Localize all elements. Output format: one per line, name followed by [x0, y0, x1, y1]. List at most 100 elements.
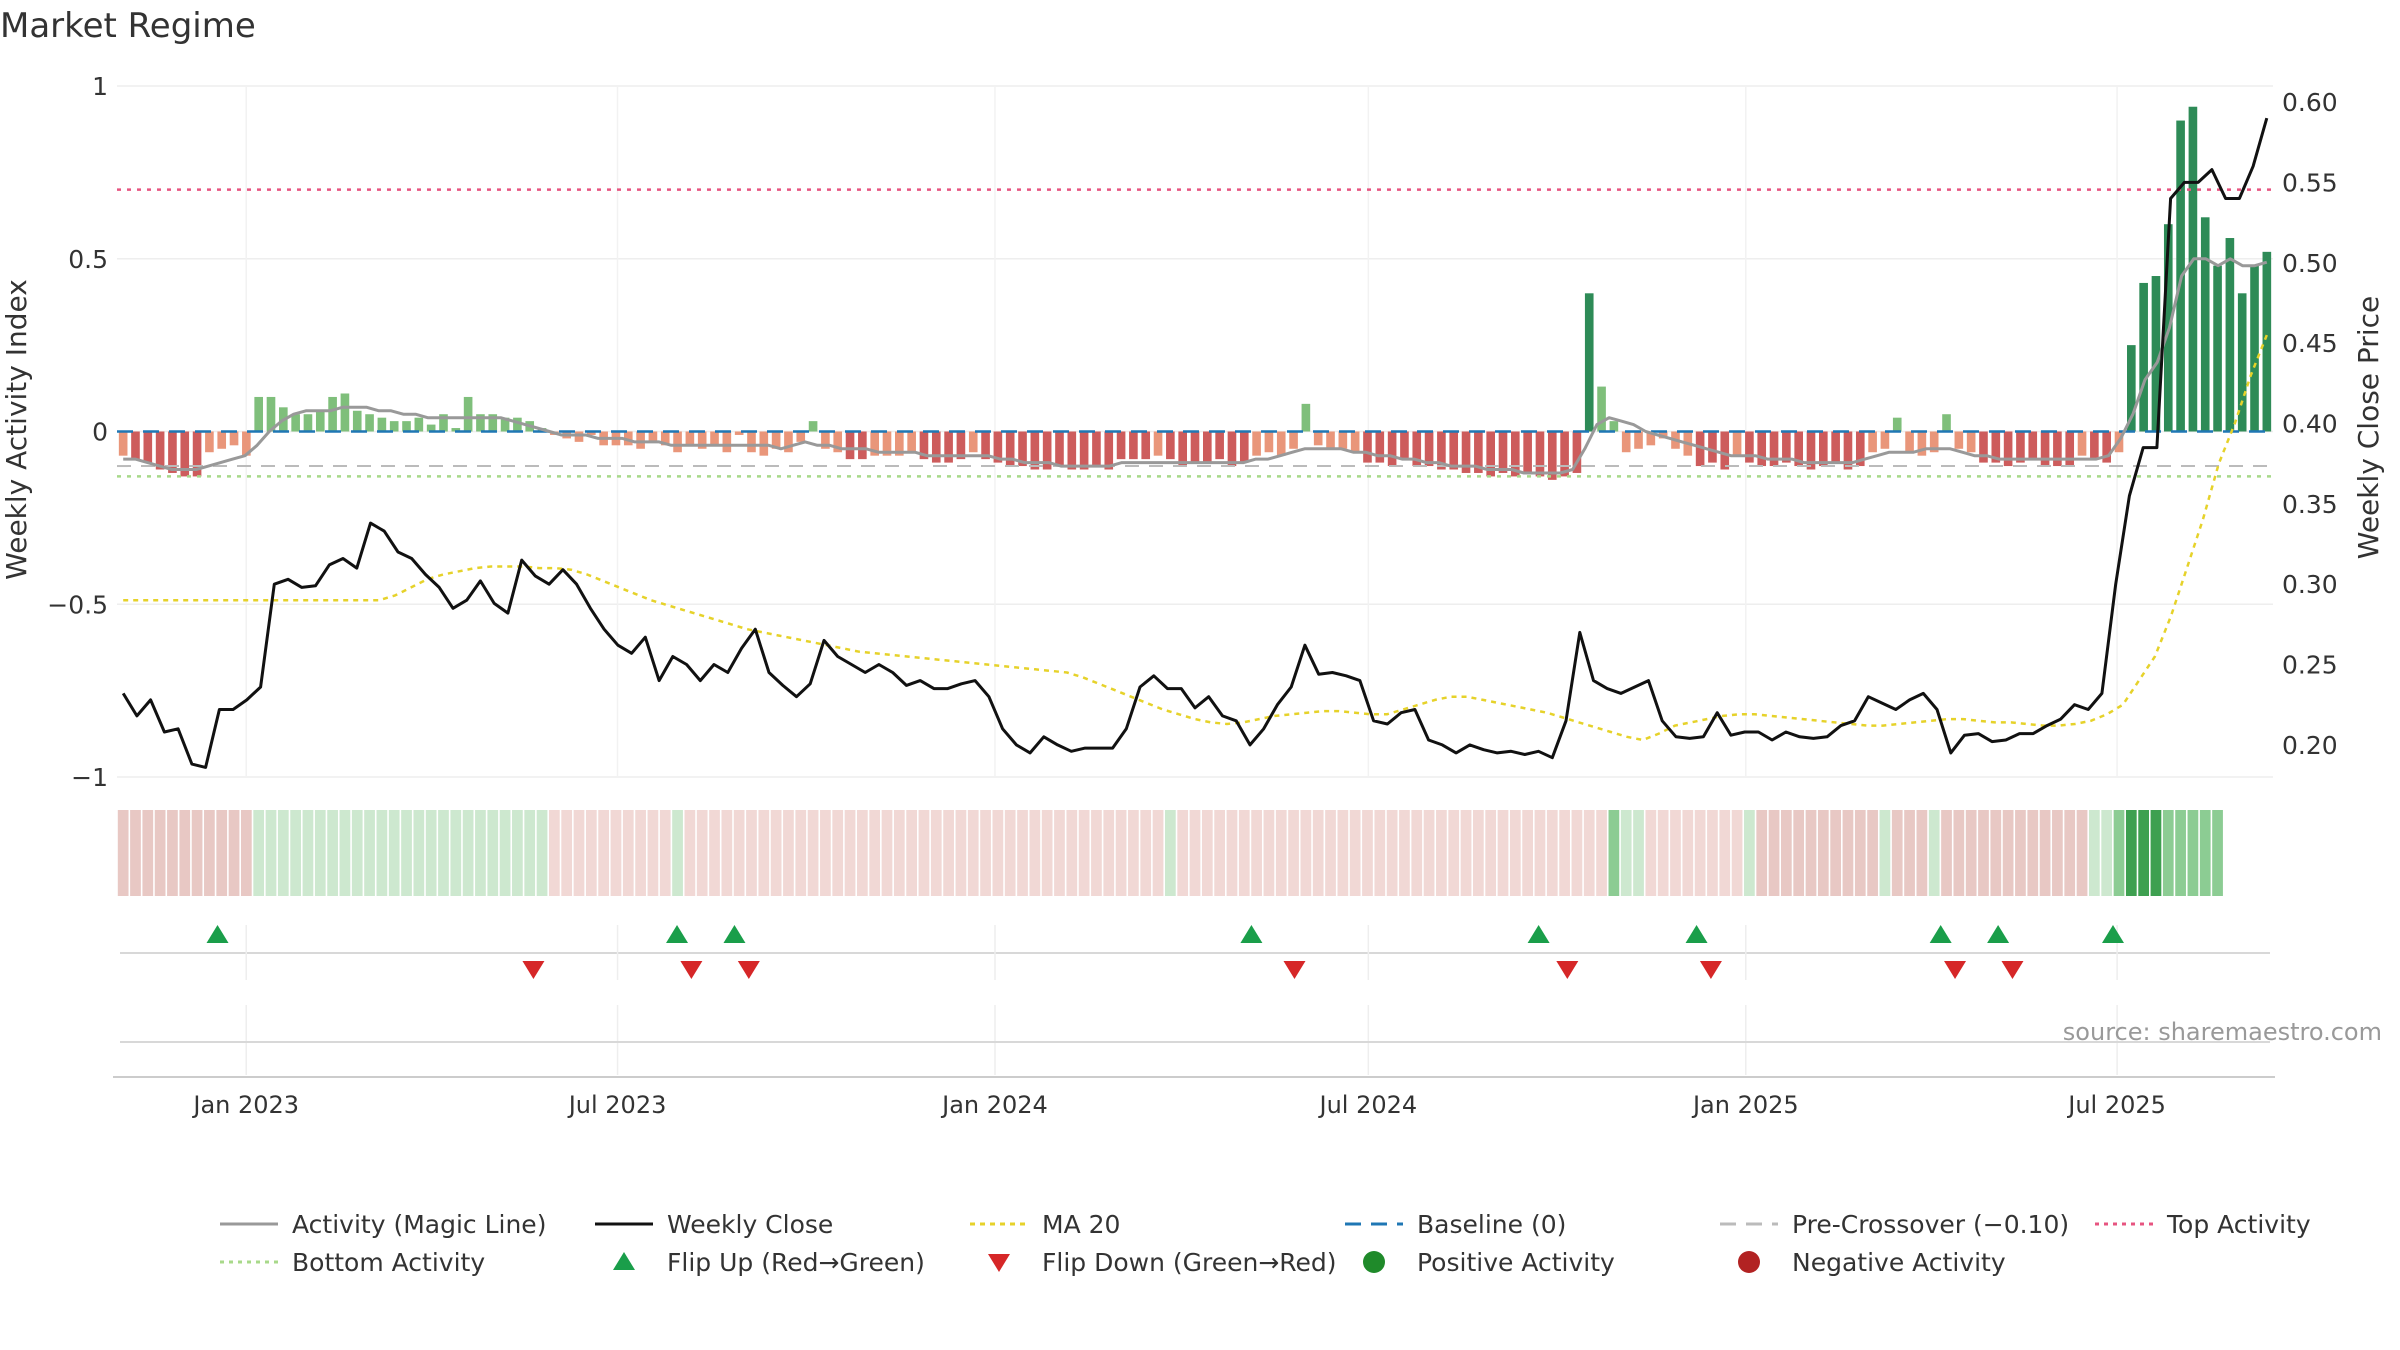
regime-cell [512, 810, 523, 896]
activity-bar [414, 417, 424, 432]
regime-cell [1214, 810, 1225, 896]
regime-cell [462, 810, 474, 896]
regime-cell [1633, 810, 1644, 896]
activity-bar [1880, 431, 1890, 449]
regime-cell [1460, 810, 1472, 896]
regime-cell [709, 810, 720, 896]
y-axis-left-label: Weekly Activity Index [0, 279, 33, 580]
regime-cell [598, 810, 609, 896]
activity-bar [2016, 431, 2025, 463]
legend-item: Flip Up (Red→Green) [613, 1248, 925, 1277]
activity-bar [451, 428, 461, 432]
activity-bar [1486, 431, 1495, 477]
y-right-tick-label: 0.50 [2282, 249, 2338, 278]
activity-bar [1227, 431, 1237, 467]
y-left-tick-label: −0.5 [47, 590, 108, 619]
regime-cell [401, 810, 412, 896]
y-right-tick-label: 0.20 [2282, 731, 2338, 760]
regime-cell [1374, 810, 1386, 896]
activity-bar [1868, 431, 1877, 453]
activity-bar [1363, 431, 1372, 463]
regime-cell [1238, 810, 1250, 896]
activity-bar [1905, 431, 1914, 453]
activity-bar [1215, 431, 1224, 460]
activity-bar [402, 421, 411, 432]
activity-bar [1929, 431, 1939, 453]
y-right-tick-label: 0.45 [2282, 329, 2338, 358]
activity-bar [1720, 431, 1730, 470]
regime-cell [1990, 810, 2002, 896]
activity-bar [1449, 431, 1459, 470]
activity-bar [944, 431, 953, 463]
regime-cell [1941, 810, 1952, 896]
activity-bar [1289, 431, 1298, 449]
regime-cell [2052, 810, 2063, 896]
regime-cell [487, 810, 499, 896]
legend-item: Flip Down (Green→Red) [988, 1248, 1337, 1277]
activity-bar [1745, 431, 1754, 463]
activity-bar [1917, 431, 1927, 456]
legend-label: Top Activity [2166, 1210, 2311, 1239]
regime-cell [659, 810, 671, 896]
legend-item: Positive Activity [1363, 1248, 1615, 1277]
regime-cell [1497, 810, 1509, 896]
activity-bar [1732, 431, 1742, 456]
activity-bar [242, 431, 251, 456]
regime-cell [1854, 810, 1866, 896]
y-right-tick-label: 0.60 [2282, 88, 2338, 117]
regime-cell [1436, 810, 1447, 896]
regime-cell [2138, 810, 2149, 896]
activity-bar [1018, 431, 1027, 467]
regime-cell [2113, 810, 2125, 896]
regime-cell [1805, 810, 1817, 896]
legend-swatch [988, 1254, 1010, 1272]
activity-bar [1782, 431, 1791, 463]
regime-cell [1325, 810, 1336, 896]
activity-bar [1609, 421, 1619, 432]
activity-bar [1855, 431, 1865, 467]
activity-bar [1338, 431, 1348, 449]
activity-bar [882, 431, 892, 456]
regime-cell [524, 810, 536, 896]
activity-bar [1523, 431, 1532, 473]
regime-cell [290, 810, 301, 896]
regime-cell [1534, 810, 1546, 896]
regime-cell [376, 810, 388, 896]
activity-bar [180, 431, 190, 477]
legend-label: Positive Activity [1417, 1248, 1615, 1277]
activity-bar [1005, 431, 1015, 467]
activity-bar [488, 414, 498, 432]
activity-bar [845, 431, 855, 460]
regime-cell [1275, 810, 1287, 896]
regime-cell [696, 810, 708, 896]
regime-cell [2162, 810, 2174, 896]
regime-cell [1201, 810, 1213, 896]
activity-bar [2200, 217, 2210, 432]
regime-cell [721, 810, 733, 896]
regime-cell [154, 810, 166, 896]
regime-cell [1645, 810, 1657, 896]
regime-cell [339, 810, 351, 896]
regime-cell [241, 810, 252, 896]
activity-bar [1794, 431, 1803, 467]
activity-bar [1831, 431, 1840, 463]
source-note: source: sharemaestro.com [2063, 1018, 2382, 1046]
regime-cell [2175, 810, 2186, 896]
regime-cell [1620, 810, 1632, 896]
activity-bar [1276, 431, 1286, 456]
regime-cell [1226, 810, 1238, 896]
activity-bar [1769, 431, 1779, 467]
regime-cell [857, 810, 868, 896]
activity-bar [217, 431, 227, 449]
activity-bar [648, 431, 658, 442]
regime-cell [783, 810, 794, 896]
regime-cell [672, 810, 683, 896]
activity-bar [956, 431, 966, 460]
regime-cell [980, 810, 991, 896]
flip-up-marker [1527, 925, 1550, 943]
legend-item: Bottom Activity [220, 1248, 485, 1277]
regime-cell [536, 810, 548, 896]
flip-down-marker [2001, 961, 2024, 979]
activity-bar [722, 431, 732, 453]
